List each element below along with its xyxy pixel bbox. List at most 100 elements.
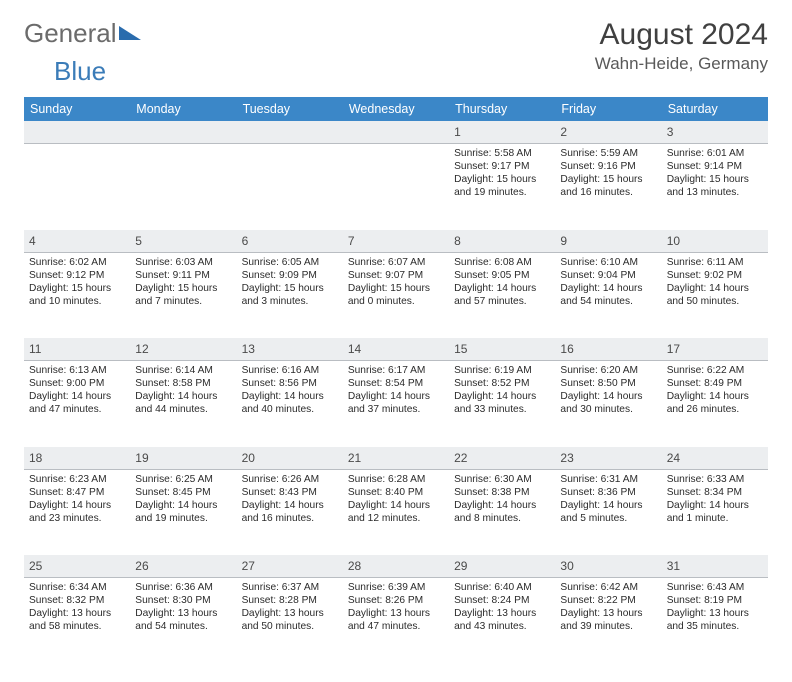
sunrise-line: Sunrise: 6:23 AM xyxy=(29,473,125,486)
day-number: 1 xyxy=(454,125,461,139)
day-cell: Sunrise: 6:39 AMSunset: 8:26 PMDaylight:… xyxy=(343,578,449,664)
day-cell: Sunrise: 6:14 AMSunset: 8:58 PMDaylight:… xyxy=(130,361,236,447)
sunrise-line: Sunrise: 6:19 AM xyxy=(454,364,550,377)
sunrise-line: Sunrise: 6:28 AM xyxy=(348,473,444,486)
day-details: Sunrise: 5:58 AMSunset: 9:17 PMDaylight:… xyxy=(449,144,555,204)
daynum-cell: 4 xyxy=(24,230,130,253)
day-number: 9 xyxy=(560,234,567,248)
weekday-header: Friday xyxy=(555,97,661,121)
day-details: Sunrise: 6:36 AMSunset: 8:30 PMDaylight:… xyxy=(130,578,236,638)
daylight-line: Daylight: 15 hours and 13 minutes. xyxy=(667,173,763,199)
sunset-line: Sunset: 9:09 PM xyxy=(242,269,338,282)
day-details: Sunrise: 6:20 AMSunset: 8:50 PMDaylight:… xyxy=(555,361,661,421)
weekday-header: Thursday xyxy=(449,97,555,121)
sunrise-line: Sunrise: 6:33 AM xyxy=(667,473,763,486)
sunrise-line: Sunrise: 6:07 AM xyxy=(348,256,444,269)
sunset-line: Sunset: 8:19 PM xyxy=(667,594,763,607)
sunrise-line: Sunrise: 6:17 AM xyxy=(348,364,444,377)
daylight-line: Daylight: 14 hours and 26 minutes. xyxy=(667,390,763,416)
daylight-line: Daylight: 14 hours and 44 minutes. xyxy=(135,390,231,416)
day-cell: Sunrise: 6:40 AMSunset: 8:24 PMDaylight:… xyxy=(449,578,555,664)
daynum-cell: 22 xyxy=(449,447,555,470)
daylight-line: Daylight: 14 hours and 8 minutes. xyxy=(454,499,550,525)
day-cell: Sunrise: 5:58 AMSunset: 9:17 PMDaylight:… xyxy=(449,144,555,230)
daylight-line: Daylight: 13 hours and 58 minutes. xyxy=(29,607,125,633)
daynum-row: 11121314151617 xyxy=(24,338,768,361)
daylight-line: Daylight: 14 hours and 47 minutes. xyxy=(29,390,125,416)
daylight-line: Daylight: 15 hours and 0 minutes. xyxy=(348,282,444,308)
day-cell xyxy=(24,144,130,230)
week-row: Sunrise: 6:23 AMSunset: 8:47 PMDaylight:… xyxy=(24,469,768,555)
day-cell: Sunrise: 6:19 AMSunset: 8:52 PMDaylight:… xyxy=(449,361,555,447)
day-details: Sunrise: 6:43 AMSunset: 8:19 PMDaylight:… xyxy=(662,578,768,638)
day-number: 27 xyxy=(242,559,255,573)
sunrise-line: Sunrise: 6:39 AM xyxy=(348,581,444,594)
sunset-line: Sunset: 8:43 PM xyxy=(242,486,338,499)
day-cell: Sunrise: 6:30 AMSunset: 8:38 PMDaylight:… xyxy=(449,469,555,555)
sunrise-line: Sunrise: 6:40 AM xyxy=(454,581,550,594)
daylight-line: Daylight: 14 hours and 40 minutes. xyxy=(242,390,338,416)
day-cell xyxy=(237,144,343,230)
day-cell: Sunrise: 6:17 AMSunset: 8:54 PMDaylight:… xyxy=(343,361,449,447)
day-cell: Sunrise: 6:13 AMSunset: 9:00 PMDaylight:… xyxy=(24,361,130,447)
daynum-cell: 16 xyxy=(555,338,661,361)
sunrise-line: Sunrise: 6:05 AM xyxy=(242,256,338,269)
day-cell: Sunrise: 6:01 AMSunset: 9:14 PMDaylight:… xyxy=(662,144,768,230)
day-cell: Sunrise: 6:22 AMSunset: 8:49 PMDaylight:… xyxy=(662,361,768,447)
day-cell: Sunrise: 6:11 AMSunset: 9:02 PMDaylight:… xyxy=(662,252,768,338)
day-details: Sunrise: 6:23 AMSunset: 8:47 PMDaylight:… xyxy=(24,470,130,530)
sunrise-line: Sunrise: 6:02 AM xyxy=(29,256,125,269)
day-details: Sunrise: 5:59 AMSunset: 9:16 PMDaylight:… xyxy=(555,144,661,204)
day-details: Sunrise: 6:19 AMSunset: 8:52 PMDaylight:… xyxy=(449,361,555,421)
day-cell: Sunrise: 6:03 AMSunset: 9:11 PMDaylight:… xyxy=(130,252,236,338)
sunset-line: Sunset: 8:32 PM xyxy=(29,594,125,607)
day-cell: Sunrise: 6:25 AMSunset: 8:45 PMDaylight:… xyxy=(130,469,236,555)
day-details: Sunrise: 6:13 AMSunset: 9:00 PMDaylight:… xyxy=(24,361,130,421)
day-details: Sunrise: 6:28 AMSunset: 8:40 PMDaylight:… xyxy=(343,470,449,530)
sunset-line: Sunset: 8:56 PM xyxy=(242,377,338,390)
daylight-line: Daylight: 14 hours and 1 minute. xyxy=(667,499,763,525)
sunrise-line: Sunrise: 6:36 AM xyxy=(135,581,231,594)
daylight-line: Daylight: 13 hours and 43 minutes. xyxy=(454,607,550,633)
day-cell: Sunrise: 6:26 AMSunset: 8:43 PMDaylight:… xyxy=(237,469,343,555)
daylight-line: Daylight: 15 hours and 10 minutes. xyxy=(29,282,125,308)
daylight-line: Daylight: 13 hours and 50 minutes. xyxy=(242,607,338,633)
sunset-line: Sunset: 8:22 PM xyxy=(560,594,656,607)
daynum-cell: 1 xyxy=(449,121,555,144)
day-cell: Sunrise: 6:31 AMSunset: 8:36 PMDaylight:… xyxy=(555,469,661,555)
day-number: 18 xyxy=(29,451,42,465)
page-title: August 2024 xyxy=(595,18,768,52)
sunset-line: Sunset: 9:14 PM xyxy=(667,160,763,173)
daylight-line: Daylight: 14 hours and 33 minutes. xyxy=(454,390,550,416)
sunrise-line: Sunrise: 6:34 AM xyxy=(29,581,125,594)
day-details: Sunrise: 6:11 AMSunset: 9:02 PMDaylight:… xyxy=(662,253,768,313)
day-details: Sunrise: 6:25 AMSunset: 8:45 PMDaylight:… xyxy=(130,470,236,530)
day-number: 10 xyxy=(667,234,680,248)
sunrise-line: Sunrise: 6:01 AM xyxy=(667,147,763,160)
daynum-row: 45678910 xyxy=(24,230,768,253)
daynum-cell: 25 xyxy=(24,555,130,578)
day-details: Sunrise: 6:08 AMSunset: 9:05 PMDaylight:… xyxy=(449,253,555,313)
day-cell xyxy=(343,144,449,230)
sunrise-line: Sunrise: 6:11 AM xyxy=(667,256,763,269)
day-details: Sunrise: 6:31 AMSunset: 8:36 PMDaylight:… xyxy=(555,470,661,530)
day-details: Sunrise: 6:42 AMSunset: 8:22 PMDaylight:… xyxy=(555,578,661,638)
sunrise-line: Sunrise: 6:03 AM xyxy=(135,256,231,269)
daynum-cell: 10 xyxy=(662,230,768,253)
day-details: Sunrise: 6:02 AMSunset: 9:12 PMDaylight:… xyxy=(24,253,130,313)
day-cell: Sunrise: 6:23 AMSunset: 8:47 PMDaylight:… xyxy=(24,469,130,555)
daynum-cell: 23 xyxy=(555,447,661,470)
daylight-line: Daylight: 14 hours and 16 minutes. xyxy=(242,499,338,525)
day-cell: Sunrise: 6:43 AMSunset: 8:19 PMDaylight:… xyxy=(662,578,768,664)
day-number: 17 xyxy=(667,342,680,356)
day-details: Sunrise: 6:40 AMSunset: 8:24 PMDaylight:… xyxy=(449,578,555,638)
sunset-line: Sunset: 8:28 PM xyxy=(242,594,338,607)
day-cell: Sunrise: 6:36 AMSunset: 8:30 PMDaylight:… xyxy=(130,578,236,664)
sunrise-line: Sunrise: 6:26 AM xyxy=(242,473,338,486)
day-number: 2 xyxy=(560,125,567,139)
daynum-cell: 2 xyxy=(555,121,661,144)
sunrise-line: Sunrise: 6:42 AM xyxy=(560,581,656,594)
daynum-cell: 21 xyxy=(343,447,449,470)
day-number: 8 xyxy=(454,234,461,248)
daylight-line: Daylight: 15 hours and 19 minutes. xyxy=(454,173,550,199)
